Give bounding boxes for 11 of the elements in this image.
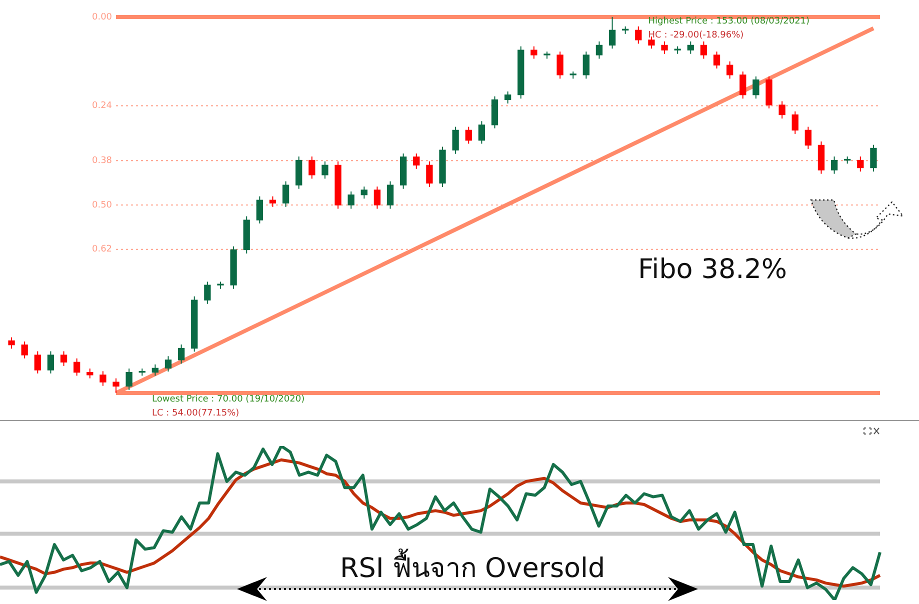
annotation: HC : -29.00(-18.96%) (648, 30, 744, 40)
y-tick-label: 0.38 (92, 156, 112, 166)
annotation: Highest Price : 153.00 (08/03/2021) (648, 16, 810, 26)
annotation: RSI ฟื้นจาก Oversold (340, 548, 606, 586)
annotation: LC : 54.00(77.15%) (152, 408, 240, 418)
y-tick-label: 0.50 (92, 200, 112, 210)
annotation: Fibo 38.2% (638, 254, 788, 285)
y-tick-label: 0.62 (92, 244, 112, 255)
annotation: Lowest Price : 70.00 (19/10/2020) (152, 394, 305, 404)
y-tick-label: 0.24 (92, 101, 112, 112)
y-tick-label: 0.00 (92, 12, 112, 22)
